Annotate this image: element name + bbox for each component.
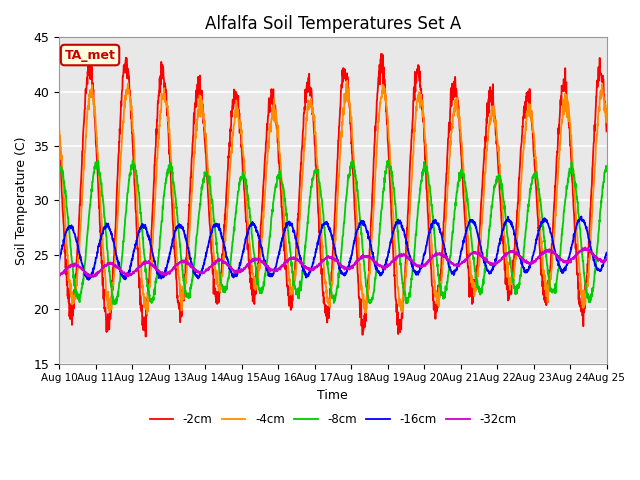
-32cm: [587, 249, 595, 254]
-4cm: [603, 110, 611, 116]
-32cm: [603, 257, 611, 263]
-2cm: [83, 74, 91, 80]
-8cm: [587, 297, 595, 303]
-8cm: [322, 243, 330, 249]
-32cm: [88, 274, 96, 280]
-8cm: [83, 234, 91, 240]
-32cm: [83, 273, 91, 278]
-32cm: [322, 255, 330, 261]
Line: -32cm: -32cm: [59, 247, 607, 277]
Line: -4cm: -4cm: [59, 81, 607, 314]
-2cm: [322, 302, 330, 308]
-8cm: [603, 166, 611, 171]
-4cm: [322, 278, 330, 284]
-16cm: [85, 277, 93, 283]
-8cm: [129, 157, 137, 163]
-2cm: [587, 195, 595, 201]
Y-axis label: Soil Temperature (C): Soil Temperature (C): [15, 136, 28, 264]
-4cm: [344, 78, 351, 84]
Line: -8cm: -8cm: [59, 160, 607, 304]
-16cm: [307, 268, 315, 274]
-32cm: [55, 272, 63, 278]
-2cm: [588, 192, 595, 197]
-2cm: [142, 334, 150, 339]
-32cm: [581, 244, 589, 250]
Title: Alfalfa Soil Temperatures Set A: Alfalfa Soil Temperatures Set A: [205, 15, 461, 33]
Text: TA_met: TA_met: [65, 48, 115, 61]
Legend: -2cm, -4cm, -8cm, -16cm, -32cm: -2cm, -4cm, -8cm, -16cm, -32cm: [145, 408, 521, 431]
-16cm: [588, 247, 595, 252]
Line: -2cm: -2cm: [59, 54, 607, 336]
-4cm: [587, 228, 595, 233]
-8cm: [487, 212, 495, 218]
-4cm: [55, 125, 63, 131]
-16cm: [587, 246, 595, 252]
-8cm: [588, 291, 595, 297]
-8cm: [111, 301, 119, 307]
-16cm: [55, 260, 63, 265]
-2cm: [378, 51, 385, 57]
-2cm: [307, 85, 315, 91]
-8cm: [308, 183, 316, 189]
-16cm: [322, 220, 330, 226]
-2cm: [603, 129, 611, 134]
Line: -16cm: -16cm: [59, 216, 607, 280]
-2cm: [487, 88, 495, 94]
-32cm: [307, 267, 315, 273]
-16cm: [486, 270, 494, 276]
-4cm: [307, 96, 315, 102]
-16cm: [603, 250, 611, 255]
-32cm: [486, 260, 494, 265]
-4cm: [143, 311, 151, 317]
-8cm: [55, 168, 63, 174]
-32cm: [588, 249, 595, 255]
-4cm: [588, 227, 595, 233]
-4cm: [83, 115, 91, 121]
-16cm: [577, 214, 585, 219]
-4cm: [487, 113, 495, 119]
X-axis label: Time: Time: [317, 389, 348, 402]
-16cm: [83, 275, 91, 281]
-2cm: [55, 132, 63, 138]
